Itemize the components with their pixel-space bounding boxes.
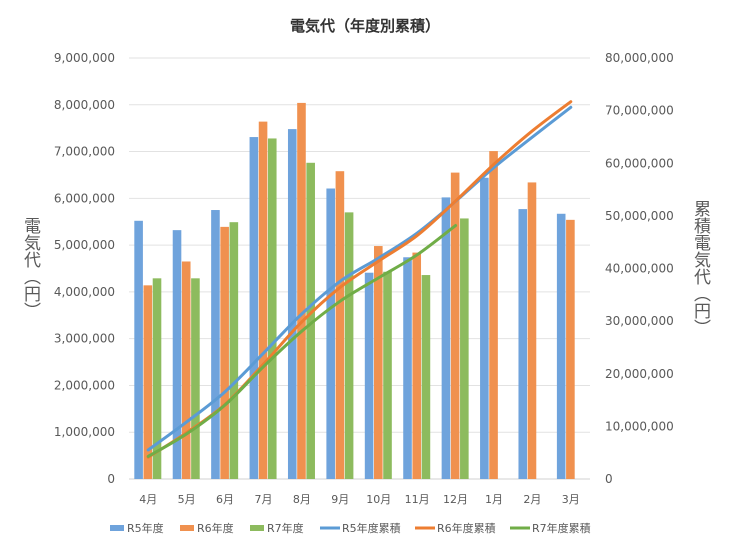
y2-axis-label: 累積電気代（円）	[690, 200, 711, 336]
y-tick-label: 0	[107, 472, 115, 486]
bar-R5年度	[326, 188, 335, 479]
bar-R5年度	[556, 213, 566, 479]
bar-R7年度	[383, 271, 392, 479]
bar-R7年度	[344, 212, 354, 479]
x-tick-label: 3月	[562, 493, 580, 506]
line-R5年度累積	[146, 105, 573, 452]
bar-R5年度	[364, 272, 374, 479]
bar-R7年度	[421, 275, 431, 479]
y-axis-label: 電気代（円）	[20, 217, 41, 319]
legend-swatch	[250, 525, 264, 531]
bar-R6年度	[258, 121, 268, 480]
legend-swatch	[180, 525, 194, 531]
y-tick-label: 7,000,000	[54, 145, 115, 159]
y2-tick-label: 70,000,000	[605, 104, 674, 118]
bar-R5年度	[403, 257, 412, 479]
bar-R5年度	[441, 197, 451, 480]
y-tick-label: 6,000,000	[54, 191, 115, 205]
x-tick-label: 11月	[405, 493, 430, 506]
bar-R5年度	[287, 129, 297, 479]
x-tick-label: 1月	[485, 493, 503, 506]
y2-tick-label: 20,000,000	[605, 367, 674, 381]
y-tick-label: 5,000,000	[54, 238, 115, 252]
bar-R7年度	[152, 278, 162, 479]
legend-swatch	[110, 525, 124, 531]
x-tick-label: 7月	[254, 493, 272, 506]
y-tick-label: 3,000,000	[54, 332, 115, 346]
bar-R6年度	[412, 252, 422, 479]
x-tick-label: 4月	[139, 493, 157, 506]
x-tick-label: 9月	[331, 493, 349, 506]
y-tick-label: 1,000,000	[54, 425, 115, 439]
y2-tick-label: 40,000,000	[605, 262, 674, 276]
bar-R6年度	[335, 171, 345, 480]
bar-R6年度	[181, 261, 191, 479]
bar-R5年度	[249, 137, 259, 479]
chart-title: 電気代（年度別累積）	[290, 17, 440, 35]
bar-R7年度	[460, 218, 469, 479]
bar-R6年度	[566, 219, 575, 479]
legend-label: R7年度	[267, 521, 304, 535]
legend-label: R6年度累積	[437, 521, 496, 535]
y-tick-label: 2,000,000	[54, 378, 115, 392]
bar-R6年度	[220, 226, 229, 479]
y-tick-label: 4,000,000	[54, 285, 115, 299]
y2-tick-label: 10,000,000	[605, 419, 674, 433]
x-tick-label: 2月	[523, 493, 541, 506]
x-tick-label: 8月	[293, 493, 311, 506]
bar-R5年度	[518, 209, 528, 479]
legend-label: R6年度	[197, 521, 234, 535]
legend-label: R5年度	[127, 521, 164, 535]
bar-R7年度	[306, 162, 315, 479]
x-tick-label: 5月	[178, 493, 196, 506]
legend-label: R7年度累積	[532, 521, 591, 535]
x-tick-label: 6月	[216, 493, 234, 506]
y-tick-label: 8,000,000	[54, 98, 115, 112]
bar-R7年度	[191, 278, 200, 479]
line-R7年度累積	[146, 224, 458, 458]
y2-tick-label: 60,000,000	[605, 156, 674, 170]
bar-R5年度	[172, 230, 182, 479]
y2-tick-label: 0	[605, 472, 613, 486]
bar-R6年度	[297, 102, 306, 479]
legend-label: R5年度累積	[342, 521, 401, 535]
bar-R6年度	[489, 151, 498, 480]
y2-tick-label: 50,000,000	[605, 209, 674, 223]
y-tick-label: 9,000,000	[54, 51, 115, 65]
bar-R6年度	[374, 246, 383, 479]
x-tick-label: 10月	[366, 493, 391, 506]
bar-R6年度	[450, 172, 460, 479]
x-tick-label: 12月	[443, 493, 468, 506]
bar-R6年度	[143, 285, 153, 479]
bar-R5年度	[134, 220, 143, 479]
bar-R5年度	[480, 177, 489, 480]
y2-tick-label: 80,000,000	[605, 51, 674, 65]
bar-R7年度	[267, 138, 277, 480]
bar-R7年度	[229, 222, 239, 479]
y2-tick-label: 30,000,000	[605, 314, 674, 328]
bar-R5年度	[211, 210, 220, 479]
bar-R6年度	[527, 182, 537, 479]
